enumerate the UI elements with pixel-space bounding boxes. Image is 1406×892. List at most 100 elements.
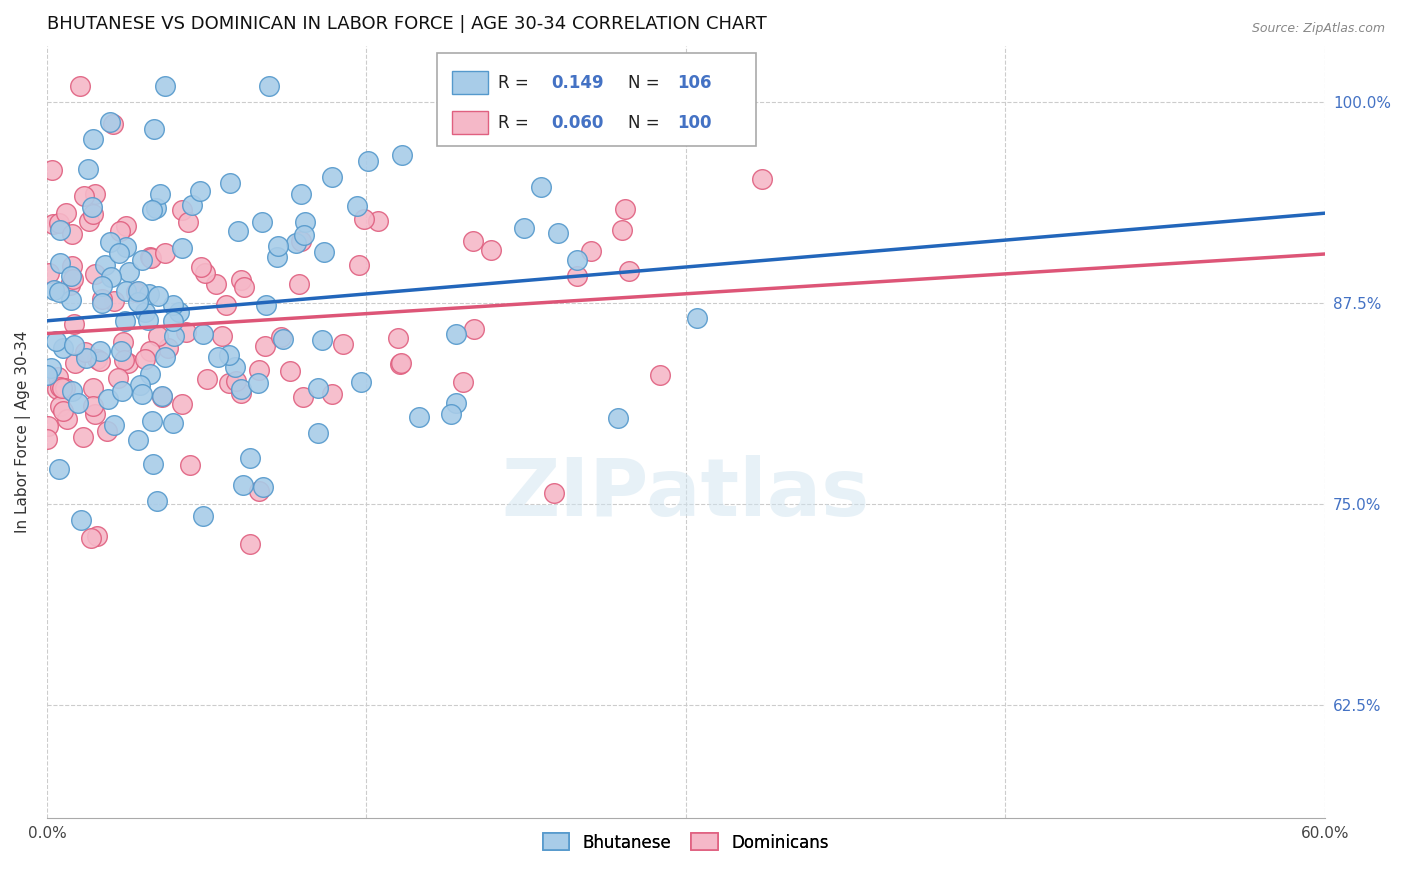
Point — [461, 234, 484, 248]
Point — [273, 332, 295, 346]
Point — [228, 224, 250, 238]
Point — [49, 256, 72, 270]
Point — [153, 350, 176, 364]
Point — [143, 121, 166, 136]
Point — [453, 375, 475, 389]
Point — [321, 386, 343, 401]
Point — [124, 285, 146, 299]
Point — [48, 285, 70, 299]
Y-axis label: In Labor Force | Age 30-34: In Labor Force | Age 30-34 — [15, 331, 31, 533]
Point — [357, 153, 380, 168]
Point — [294, 215, 316, 229]
Point — [69, 78, 91, 93]
Point — [82, 132, 104, 146]
Point — [84, 407, 107, 421]
Text: ZIPatlas: ZIPatlas — [502, 455, 870, 533]
Point — [86, 529, 108, 543]
Point — [127, 295, 149, 310]
Point — [53, 381, 76, 395]
Point — [224, 360, 246, 375]
Point — [91, 292, 114, 306]
Point — [179, 458, 201, 472]
Point — [108, 224, 131, 238]
Point — [97, 392, 120, 406]
Point — [118, 265, 141, 279]
Point — [83, 186, 105, 201]
Point — [42, 217, 65, 231]
Point — [157, 341, 180, 355]
Point — [751, 171, 773, 186]
Text: Source: ZipAtlas.com: Source: ZipAtlas.com — [1251, 22, 1385, 36]
Point — [48, 462, 70, 476]
Point — [55, 411, 77, 425]
Point — [60, 260, 83, 274]
Point — [579, 244, 602, 259]
Text: 106: 106 — [676, 74, 711, 92]
Point — [172, 241, 194, 255]
Point — [292, 390, 315, 404]
Point — [131, 252, 153, 267]
Point — [229, 273, 252, 287]
Text: BHUTANESE VS DOMINICAN IN LABOR FORCE | AGE 30-34 CORRELATION CHART: BHUTANESE VS DOMINICAN IN LABOR FORCE | … — [46, 15, 766, 33]
Point — [129, 377, 152, 392]
Point — [247, 363, 270, 377]
Point — [266, 239, 288, 253]
Point — [174, 325, 197, 339]
Point — [41, 163, 63, 178]
Point — [103, 417, 125, 432]
Point — [115, 219, 138, 234]
Point — [290, 234, 312, 248]
Point — [218, 348, 240, 362]
Point — [86, 351, 108, 366]
Point — [479, 243, 502, 257]
Point — [307, 381, 329, 395]
Point — [257, 78, 280, 93]
Point — [127, 433, 149, 447]
Point — [350, 376, 373, 390]
Point — [567, 268, 589, 283]
Point — [117, 356, 139, 370]
Point — [48, 217, 70, 231]
Point — [162, 298, 184, 312]
Point — [686, 310, 709, 325]
Point — [153, 245, 176, 260]
Point — [98, 115, 121, 129]
Point — [388, 357, 411, 371]
Point — [162, 417, 184, 431]
Point — [98, 235, 121, 250]
Point — [311, 333, 333, 347]
Point — [48, 370, 70, 384]
Point — [82, 381, 104, 395]
Point — [149, 186, 172, 201]
Point — [389, 356, 412, 370]
Point — [141, 414, 163, 428]
Point — [193, 326, 215, 341]
Point — [565, 253, 588, 268]
Point — [146, 288, 169, 302]
Point — [70, 512, 93, 526]
Point — [194, 266, 217, 280]
Point — [62, 272, 84, 286]
Point — [138, 367, 160, 381]
Point — [607, 411, 630, 425]
Point — [139, 250, 162, 264]
Text: R =: R = — [498, 114, 534, 132]
Point — [332, 336, 354, 351]
Point — [66, 395, 89, 409]
Point — [150, 389, 173, 403]
Text: N =: N = — [628, 114, 665, 132]
Text: 0.149: 0.149 — [551, 74, 605, 92]
Point — [225, 375, 247, 389]
Point — [266, 250, 288, 264]
Point — [60, 384, 83, 398]
Point — [101, 117, 124, 131]
Point — [254, 298, 277, 312]
Point — [76, 162, 98, 177]
Point — [648, 368, 671, 383]
Point — [205, 277, 228, 291]
Point — [439, 407, 461, 421]
Point — [52, 403, 75, 417]
Point — [60, 293, 83, 307]
Point — [619, 264, 641, 278]
Point — [547, 226, 569, 240]
